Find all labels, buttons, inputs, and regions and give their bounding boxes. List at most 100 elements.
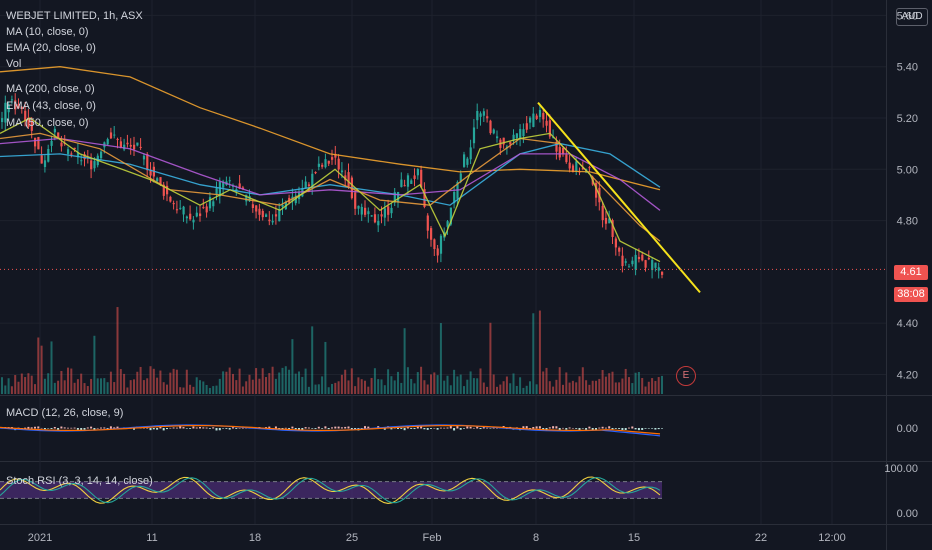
volume-bar — [647, 381, 650, 394]
candle-body — [581, 167, 584, 170]
legend-vol[interactable]: Vol — [6, 58, 22, 70]
candle-body — [195, 212, 198, 217]
volume-bar — [542, 371, 545, 394]
volume-bar — [24, 377, 27, 394]
volume-bar — [499, 384, 502, 394]
macd-bar — [24, 427, 27, 429]
volume-bar — [568, 382, 571, 394]
legend-ema20[interactable]: EMA (20, close, 0) — [6, 42, 96, 54]
candle-body — [522, 129, 525, 137]
last-price-tag: 4.61 — [894, 265, 928, 280]
volume-bar — [430, 374, 432, 394]
volume-bar — [228, 367, 231, 394]
candle-body — [324, 159, 327, 168]
macd-bar — [159, 426, 162, 429]
volume-bar — [321, 376, 324, 394]
volume-bar — [232, 373, 234, 394]
volume-bar — [291, 339, 294, 394]
volume-bar — [238, 368, 241, 394]
bar-countdown-tag: 38:08 — [894, 287, 928, 302]
macd-bar — [542, 428, 545, 430]
volume-bar — [449, 385, 452, 394]
volume-bar — [307, 386, 310, 394]
macd-bar — [317, 426, 320, 429]
candle-body — [509, 142, 512, 145]
candle-body — [83, 154, 86, 160]
macd-bar — [37, 426, 40, 429]
candle-body — [222, 181, 225, 188]
candle-body — [43, 160, 47, 168]
candle-body — [37, 136, 40, 150]
legend-stoch-rsi[interactable]: Stoch RSI (3, 3, 14, 14, close) — [6, 475, 153, 487]
candle-body — [251, 204, 254, 208]
volume-bar — [271, 366, 274, 394]
volume-bar — [482, 382, 485, 394]
volume-bar — [486, 386, 489, 394]
candle-body — [479, 113, 482, 117]
candle-body — [538, 110, 542, 117]
volume-bar — [502, 381, 505, 394]
macd-bar — [50, 428, 53, 429]
volume-bar — [423, 380, 426, 394]
volume-bar — [179, 387, 182, 394]
legend-ma10[interactable]: MA (10, close, 0) — [6, 26, 89, 38]
macd-bar — [535, 426, 538, 429]
macd-bar — [169, 427, 172, 429]
legend-ema43[interactable]: EMA (43, close, 0) — [6, 100, 96, 112]
volume-bar — [149, 366, 152, 394]
macd-bar — [172, 427, 175, 429]
candle-body — [397, 191, 400, 203]
macd-bar — [651, 428, 654, 429]
legend-ma50[interactable]: MA (50, close, 0) — [6, 117, 89, 129]
macd-bar — [238, 427, 241, 429]
macd-bar — [70, 427, 73, 429]
volume-bar — [142, 380, 145, 394]
volume-bar — [496, 386, 498, 394]
volume-bar — [595, 380, 597, 394]
candle-body — [486, 116, 489, 119]
earnings-event-icon[interactable]: E — [676, 366, 696, 386]
macd-bar — [298, 428, 300, 430]
macd-bar — [522, 426, 525, 429]
volume-bar — [116, 307, 119, 394]
candle-body — [228, 180, 231, 182]
candle-body — [218, 182, 221, 197]
volume-bar — [278, 372, 281, 394]
candle-body — [271, 220, 274, 223]
volume-bar — [67, 367, 69, 394]
candle-body — [611, 220, 614, 237]
stoch-band — [0, 481, 662, 499]
volume-bar — [235, 380, 238, 394]
volume-bar — [555, 379, 558, 394]
stoch-d-line — [0, 476, 661, 504]
candle-body — [7, 105, 10, 113]
candle-body — [113, 134, 116, 136]
volume-bar — [126, 387, 129, 394]
candle-body — [634, 254, 637, 270]
macd-bar — [472, 427, 475, 429]
volume-bar — [634, 372, 637, 394]
volume-bar — [443, 380, 446, 394]
volume-bar — [261, 368, 264, 394]
legend-ma200[interactable]: MA (200, close, 0) — [6, 83, 95, 95]
macd-bar — [621, 428, 624, 430]
candle-body — [492, 129, 495, 134]
macd-bar — [274, 426, 277, 429]
candles — [1, 93, 664, 279]
candle-body — [50, 140, 53, 146]
candle-body — [156, 178, 159, 182]
volume-bar — [420, 366, 423, 394]
macd-bar — [637, 428, 640, 431]
candle-body — [80, 160, 83, 162]
volume-bar — [644, 386, 647, 394]
legend-macd[interactable]: MACD (12, 26, close, 9) — [6, 407, 124, 419]
candle-body — [57, 132, 60, 138]
candle-body — [317, 163, 320, 167]
currency-label[interactable]: AUD — [896, 8, 928, 26]
macd-bar — [575, 428, 578, 429]
volume-bar — [70, 368, 73, 394]
candle-body — [14, 100, 17, 110]
macd-bar — [486, 427, 489, 429]
macd-bar — [469, 426, 472, 429]
